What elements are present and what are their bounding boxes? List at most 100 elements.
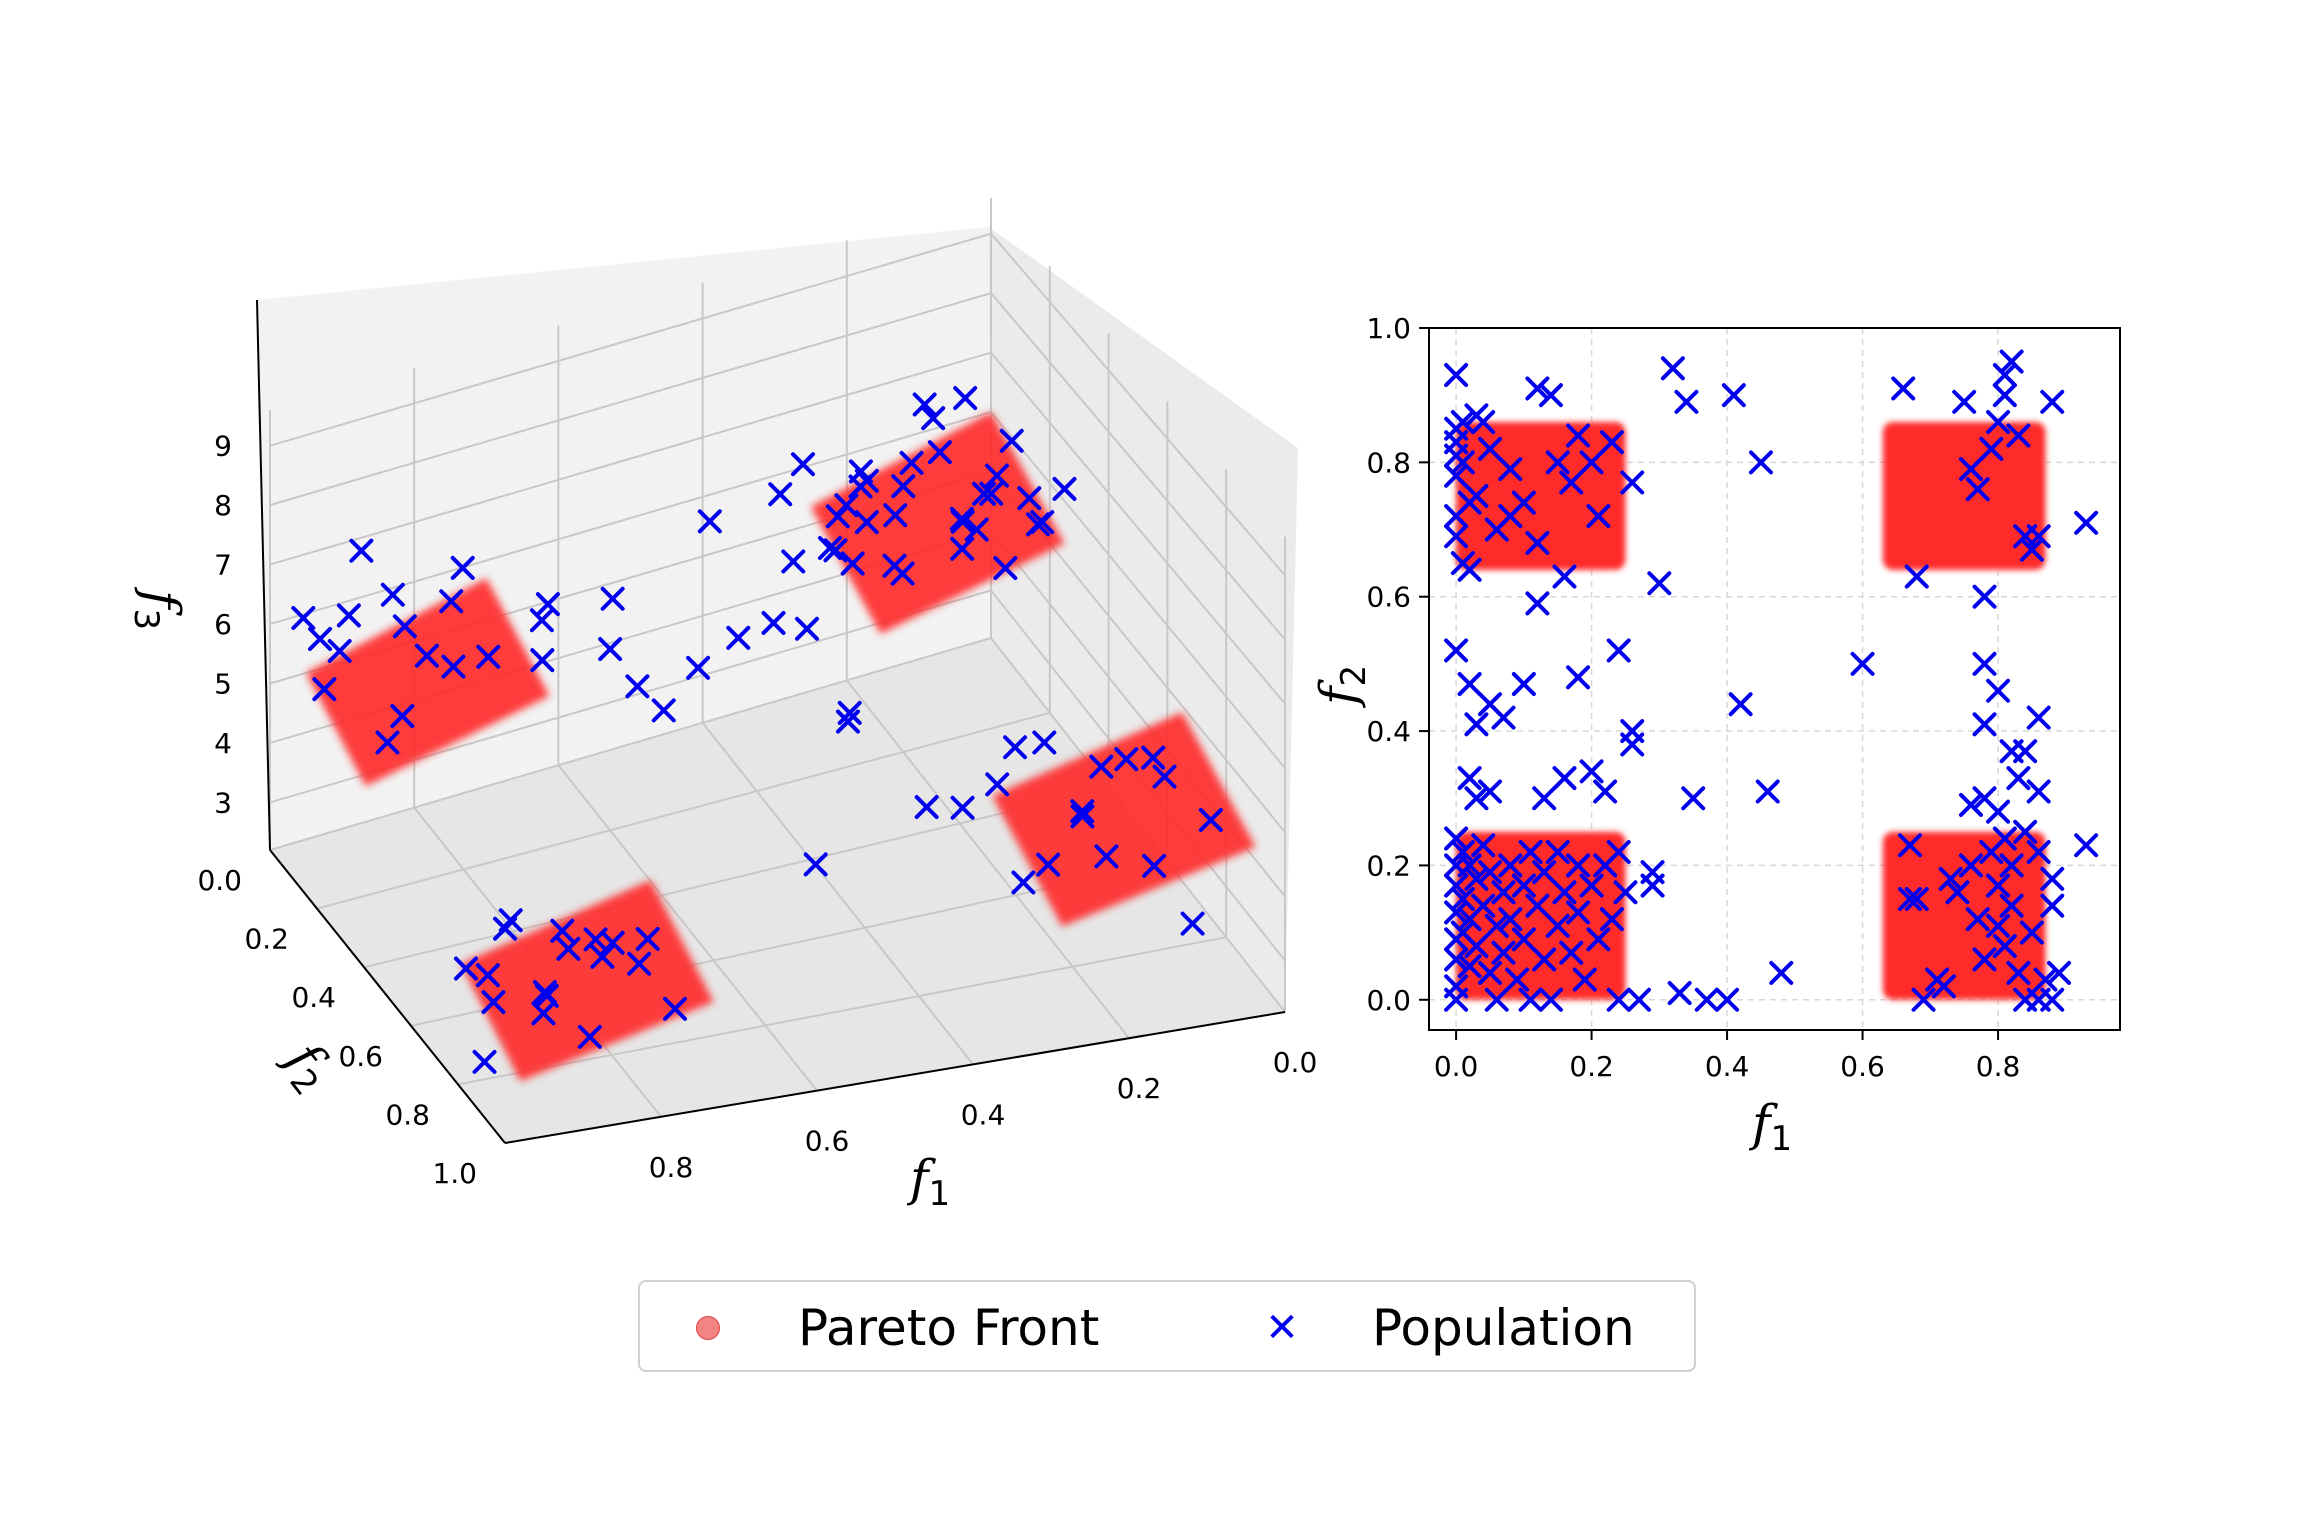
grid-line-z — [269, 232, 1286, 576]
population-point-2d — [1471, 410, 1496, 435]
population-point-2d — [1477, 436, 1502, 461]
population-point-3d — [625, 674, 650, 699]
population-point-2d — [1972, 651, 1997, 676]
population-point-2d — [1958, 853, 1983, 878]
population-point-2d — [1471, 833, 1496, 858]
grid-line-floor-f2 — [316, 711, 1051, 910]
population-point-2d — [1986, 678, 2011, 703]
population-point-2d — [1498, 907, 1523, 932]
population-point-2d — [1965, 907, 1990, 932]
population-point-2d — [1972, 584, 1997, 609]
population-point-2d — [1444, 873, 1469, 898]
population-point-2d — [2040, 866, 2065, 891]
population-point-2d — [1538, 987, 1563, 1012]
population-point-3d — [726, 625, 751, 650]
population-point-2d — [1660, 356, 1685, 381]
population-point-3d — [663, 996, 688, 1021]
population-point-3d — [823, 538, 848, 563]
population-point-2d — [1599, 430, 1624, 455]
population-point-3d — [950, 795, 975, 820]
population-point-2d — [1986, 410, 2011, 435]
population-point-2d — [1999, 893, 2024, 918]
population-point-3d — [441, 654, 466, 679]
population-point-2d — [1545, 450, 1570, 475]
population-point-3d — [768, 482, 793, 507]
population-point-2d — [1450, 410, 1475, 435]
population-point-2d — [1904, 564, 1929, 589]
population-point-2d — [1477, 860, 1502, 885]
grid-line-floor-f2 — [269, 637, 992, 851]
x-tick-label: 0.8 — [649, 1151, 694, 1184]
y-tick-label-2d: 0.2 — [1366, 849, 1411, 882]
population-point-3d — [600, 586, 625, 611]
population-point-3d — [1180, 911, 1205, 936]
population-point-3d — [883, 503, 908, 528]
population-point-2d — [2074, 833, 2099, 858]
population-2d — [1444, 349, 2099, 1012]
population-point-2d — [1444, 463, 1469, 488]
population-point-3d — [972, 481, 997, 506]
population-point-3d — [453, 956, 478, 981]
x-tick-label-2d: 0.2 — [1569, 1050, 1614, 1083]
population-point-3d — [921, 406, 946, 431]
population-point-2d — [1579, 450, 1604, 475]
population-point-3d — [835, 709, 860, 734]
y-axis-label: f2 — [268, 1029, 346, 1104]
population-point-2d — [1532, 947, 1557, 972]
grid-line-floor-f1 — [846, 679, 1130, 1039]
population-point-2d — [1958, 792, 1983, 817]
population-point-3d — [1003, 735, 1028, 760]
population-point-3d — [1141, 745, 1166, 770]
population-point-2d — [2006, 766, 2031, 791]
population-point-3d — [1017, 486, 1042, 511]
z-tick-label: 3 — [214, 786, 232, 819]
y-tick-label-2d: 0.0 — [1366, 984, 1411, 1017]
population-point-2d — [1613, 880, 1638, 905]
plot-2d: 0.0 0.2 0.4 0.6 0.8 0.0 0.2 0.4 0.6 0.8 1.0 f1 f2 — [1309, 312, 2121, 1159]
x-axis-line — [504, 1011, 1286, 1144]
population-point-2d — [1464, 483, 1489, 508]
population-point-2d — [1457, 954, 1482, 979]
population-point-3d — [1025, 512, 1050, 537]
population-point-2d — [2033, 967, 2058, 992]
population-point-3d — [985, 772, 1010, 797]
population-point-2d — [2006, 960, 2031, 985]
population-point-2d — [1444, 987, 1469, 1012]
z-tick-label: 5 — [214, 668, 232, 701]
population-point-2d — [1511, 873, 1536, 898]
population-point-3d — [476, 644, 501, 669]
population-point-2d — [1721, 383, 1746, 408]
population-point-2d — [1579, 873, 1604, 898]
population-point-3d — [308, 626, 333, 651]
population-point-2d — [1566, 665, 1591, 690]
x-tick-label-2d: 0.6 — [1840, 1050, 1885, 1083]
population-point-2d — [2019, 920, 2044, 945]
legend-item-population: ✕ Population — [1252, 1299, 1635, 1357]
pareto-region-2d — [1456, 831, 1626, 1000]
population-point-3d — [1032, 730, 1057, 755]
population-point-2d — [1444, 638, 1469, 663]
population-point-3d — [999, 428, 1024, 453]
plot-3d: 34567890.00.20.40.60.81.00.00.20.40.60.8… — [126, 198, 1317, 1214]
population-point-3d — [529, 608, 554, 633]
population-point-3d — [1070, 799, 1095, 824]
population-point-2d — [1681, 786, 1706, 811]
legend-label-population: Population — [1372, 1299, 1635, 1357]
population-point-2d — [1450, 839, 1475, 864]
y-tick-label-2d: 0.4 — [1366, 715, 1411, 748]
population-point-2d — [1457, 557, 1482, 582]
population-point-2d — [1986, 913, 2011, 938]
population-point-2d — [1640, 860, 1665, 885]
population-point-2d — [1897, 833, 1922, 858]
population-point-2d — [1444, 947, 1469, 972]
population-point-3d — [1036, 852, 1061, 877]
population-point-2d — [1952, 389, 1977, 414]
population-point-2d — [1532, 860, 1557, 885]
population-point-2d — [1552, 766, 1577, 791]
population-point-2d — [1606, 839, 1631, 864]
population-point-3d — [481, 990, 506, 1015]
population-point-3d — [327, 639, 352, 664]
population-point-3d — [837, 700, 862, 725]
population-point-2d — [1891, 376, 1916, 401]
population-point-2d — [1464, 786, 1489, 811]
